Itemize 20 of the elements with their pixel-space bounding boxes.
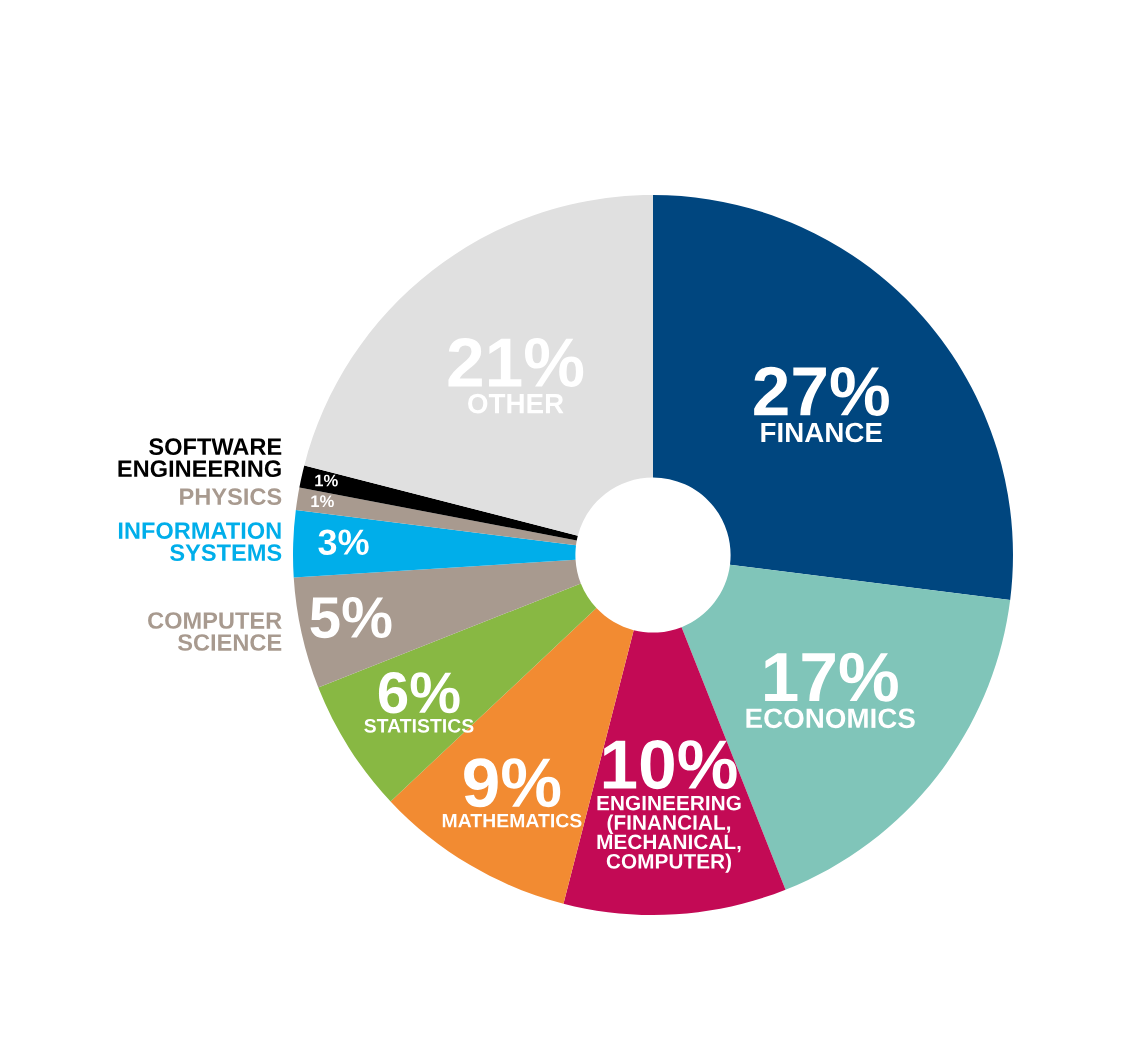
donut-slice bbox=[293, 509, 577, 578]
slice-label: ENGINEERING (FINANCIAL, MECHANICAL, COMPUTER) bbox=[597, 795, 741, 873]
data-label: 3% bbox=[318, 529, 369, 556]
slice-label: ECONOMICS bbox=[746, 708, 915, 729]
donut-slice bbox=[653, 195, 1013, 601]
data-label: 17% bbox=[765, 652, 898, 702]
slice-label: STATISTICS bbox=[364, 718, 474, 733]
data-label: 1% bbox=[311, 495, 334, 508]
data-label: 1% bbox=[315, 474, 338, 487]
slice-label: INFORMATION SYSTEMS bbox=[118, 522, 282, 562]
data-label: 9% bbox=[464, 758, 561, 808]
data-label: 27% bbox=[754, 366, 889, 416]
data-label: 6% bbox=[378, 672, 460, 714]
slice-label: PHYSICS bbox=[180, 488, 282, 506]
slice-label: FINANCE bbox=[761, 422, 882, 443]
data-label: 5% bbox=[310, 597, 392, 639]
slice-label: COMPUTER SCIENCE bbox=[148, 612, 282, 651]
slice-label: MATHEMATICS bbox=[442, 813, 582, 828]
data-label: 10% bbox=[603, 740, 737, 790]
slice-label: SOFTWARE ENGINEERING bbox=[118, 438, 282, 478]
